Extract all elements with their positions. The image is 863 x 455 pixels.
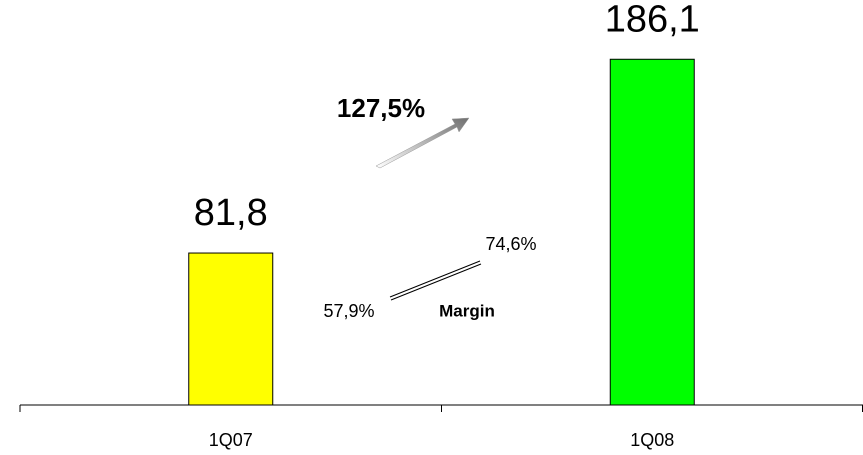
value-label: 81,8: [194, 192, 268, 234]
value-label: 186,1: [605, 0, 700, 40]
margin-start-label: 57,9%: [323, 301, 374, 321]
growth-arrow: [375, 117, 470, 169]
margin-line: [389, 260, 481, 298]
growth-label: 127,5%: [337, 93, 425, 123]
margin-end-label: 74,6%: [485, 234, 536, 254]
bar: [609, 58, 695, 406]
x-tick-label: 1Q08: [630, 430, 674, 450]
x-tick-label: 1Q07: [209, 430, 253, 450]
bar: [188, 252, 274, 406]
margin-line: [390, 263, 482, 301]
margin-label: Margin: [439, 301, 495, 320]
